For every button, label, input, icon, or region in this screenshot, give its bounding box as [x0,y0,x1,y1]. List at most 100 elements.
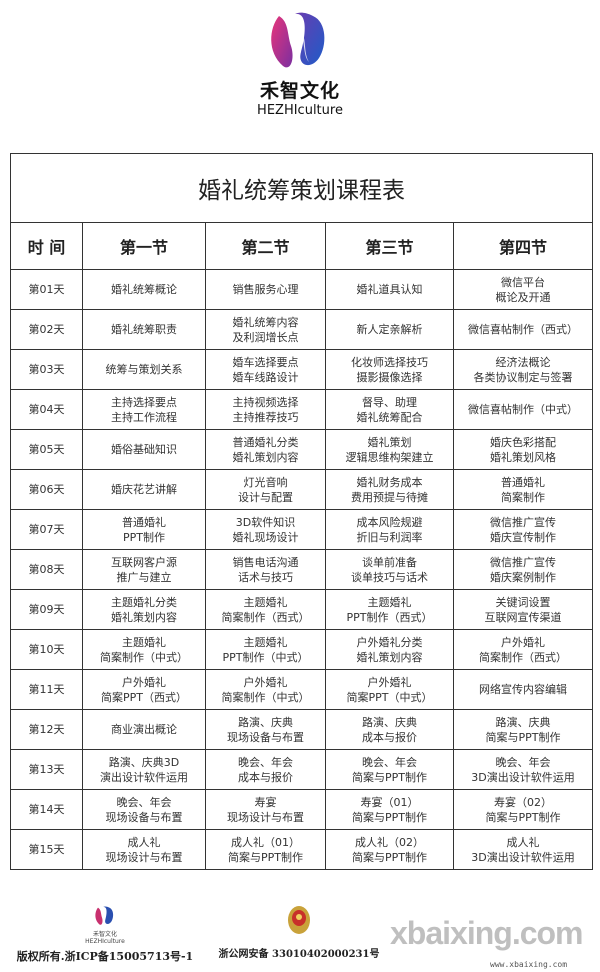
session-topic: 摄影摄像选择 [356,370,423,384]
table-row: 第09天 主题婚礼分类 婚礼策划内容 主题婚礼 简案制作（西式） 主题婚礼 PPT制作（西式… [10,589,594,630]
session-cell: 微信推广宣传 婚庆宣传制作 [452,509,594,550]
session-cell: 统筹与策划关系 [82,349,206,390]
session-topic: 成本与报价 [238,770,293,784]
session-topic: 路演、庆典 [495,715,551,729]
session-topic: PPT制作（西式） [346,610,433,624]
session-topic: 微信喜帖制作（西式） [468,323,579,336]
session-topic: 晚会、年会 [238,755,293,769]
session-topic: 及利润增长点 [232,330,299,344]
session-topic: 简案制作（中式） [221,690,310,704]
session-topic: 主持推荐技巧 [232,410,299,424]
session-cell: 销售电话沟通 话术与技巧 [205,549,326,590]
table-row: 第12天 商业演出概论 路演、庆典 现场设备与布置 路演、庆典 成本与报价 路演、庆典 简案与… [10,709,594,750]
session-topic: 成本与报价 [362,730,417,744]
session-topic: 督导、助理 [362,395,417,409]
session-topic: PPT制作（中式） [222,650,309,664]
session-topic: 主持视频选择 [232,395,299,409]
session-topic: 推广与建立 [116,570,172,584]
session-topic: 互联网宣传渠道 [484,610,562,624]
session-cell: 互联网客户源 推广与建立 [82,549,206,590]
session-topic: 微信喜帖制作（中式） [468,403,579,416]
session-topic: 婚礼财务成本 [356,475,423,489]
session-topic: 各类协议制定与签署 [473,370,573,384]
session-cell: 户外婚礼分类 婚礼策划内容 [325,629,454,670]
day-cell: 第01天 [10,269,83,310]
session-topic: 灯光音响 [243,475,288,489]
session-cell: 婚礼统筹内容 及利润增长点 [205,309,326,350]
session-topic: 婚庆色彩搭配 [490,435,557,449]
session-topic: 婚礼现场设计 [232,530,299,544]
session-cell: 微信喜帖制作（西式） [452,309,594,350]
session-topic: 简案PPT（西式） [101,690,187,704]
session-topic: 成人礼 [506,835,540,849]
session-cell: 路演、庆典3D 演出设计软件运用 [82,749,206,790]
table-row: 第06天 婚庆花艺讲解 灯光音响 设计与配置 婚礼财务成本 费用预提与待摊 普通婚礼 简案制作 [10,469,594,510]
header-session-3: 第三节 [325,222,454,270]
session-cell: 晚会、年会 现场设备与布置 [82,789,206,830]
session-topic: 微信推广宣传 [490,515,557,529]
session-topic: 晚会、年会 [495,755,551,769]
course-schedule-table: 婚礼统筹策划课程表 时 间 第一节 第二节 第三节 第四节 第01天 婚礼统筹概论… [9,153,594,870]
session-topic: 主题婚礼 [367,595,412,609]
footer-copyright-block: 禾智文化 HEZHIculture 版权所有.浙ICP备15005713号-1 [0,905,210,964]
table-row: 第01天 婚礼统筹概论 销售服务心理 婚礼道具认知 微信平台 概论及开通 [10,269,594,310]
session-topic: 商业演出概论 [111,723,177,736]
table-row: 第11天 户外婚礼 简案PPT（西式） 户外婚礼 简案制作（中式） 户外婚礼 简案PPT（中… [10,669,594,710]
day-cell: 第10天 [10,629,83,670]
day-cell: 第12天 [10,709,83,750]
table-row: 第14天 晚会、年会 现场设备与布置 寿宴 现场设计与布置 寿宴（01） 简案与PPT制作寿… [10,789,594,830]
session-topic: 谈单前准备 [362,555,417,569]
session-cell: 成人礼（02） 简案与PPT制作 [325,829,454,870]
session-topic: 户外婚礼 [367,675,412,689]
session-topic: 普通婚礼 [122,515,166,529]
session-topic: 现场设计与布置 [227,810,304,824]
session-cell: 婚礼道具认知 [325,269,454,310]
session-topic: 婚礼统筹职责 [111,323,177,336]
footer-logo-icon [95,906,114,925]
session-cell: 商业演出概论 [82,709,206,750]
session-topic: 寿宴（01） [360,795,419,809]
session-cell: 普通婚礼 PPT制作 [82,509,206,550]
session-topic: 简案PPT（中式） [346,690,433,704]
session-topic: 逻辑思维构架建立 [345,450,434,464]
session-topic: 微信推广宣传 [490,555,557,569]
footer-brand-cn: 禾智文化 [92,931,117,938]
session-cell: 成本风险规避 折旧与利润率 [325,509,454,550]
day-cell: 第04天 [10,389,83,430]
table-title: 婚礼统筹策划课程表 [9,153,594,223]
session-cell: 网络宣传内容编辑 [452,669,594,710]
session-cell: 婚礼财务成本 费用预提与待摊 [325,469,454,510]
day-cell: 第03天 [10,349,83,390]
session-topic: 婚庆宣传制作 [490,530,557,544]
session-cell: 主题婚礼 PPT制作（西式） [325,589,454,630]
session-topic: 演出设计软件运用 [100,770,188,784]
session-topic: 经济法概论 [495,355,551,369]
session-topic: 简案与PPT制作 [352,770,427,784]
header-time: 时 间 [10,222,83,270]
session-cell: 户外婚礼 简案制作（中式） [205,669,326,710]
session-cell: 微信推广宣传 婚庆案例制作 [452,549,594,590]
session-cell: 主持视频选择 主持推荐技巧 [205,389,326,430]
session-topic: 简案与PPT制作 [485,810,561,824]
session-topic: 婚庆案例制作 [490,570,557,584]
session-cell: 户外婚礼 简案制作（西式） [452,629,594,670]
session-topic: 成人礼（02） [355,835,424,849]
watermark: xbaixing.com [390,915,583,951]
session-topic: 简案与PPT制作 [485,730,561,744]
day-cell: 第02天 [10,309,83,350]
session-topic: 婚礼道具认知 [356,283,423,296]
session-topic: 婚车选择要点 [232,355,299,369]
table-row: 第02天 婚礼统筹职责 婚礼统筹内容 及利润增长点 新人定亲解析 微信喜帖制作（西式） [10,309,594,350]
session-topic: 婚礼统筹概论 [111,283,177,296]
session-topic: 现场设备与布置 [105,810,183,824]
day-cell: 第15天 [10,829,83,870]
header-session-4: 第四节 [452,222,594,270]
session-cell: 化妆师选择技巧 摄影摄像选择 [325,349,454,390]
session-topic: 谈单技巧与话术 [351,570,428,584]
session-cell: 经济法概论 各类协议制定与签署 [452,349,594,390]
session-topic: 简案与PPT制作 [352,810,427,824]
session-topic: 简案与PPT制作 [352,850,427,864]
session-topic: 化妆师选择技巧 [351,355,428,369]
session-cell: 婚礼统筹概论 [82,269,206,310]
session-cell: 主持选择要点 主持工作流程 [82,389,206,430]
